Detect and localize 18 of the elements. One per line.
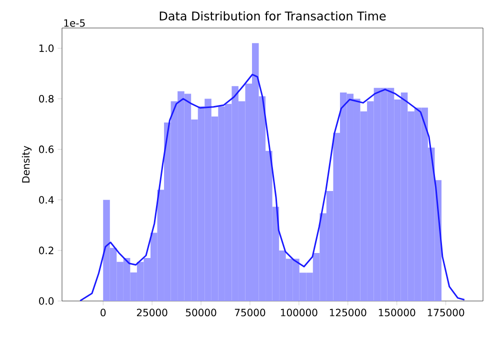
x-tick-label: 125000 xyxy=(330,308,366,316)
line-series xyxy=(79,74,466,301)
x-tick-label: 100000 xyxy=(281,308,318,316)
y-tick-label: 1.0 xyxy=(39,44,54,52)
x-tick-label: 25000 xyxy=(136,308,168,316)
y-axis-title: Density xyxy=(22,146,32,182)
x-tick-label: 75000 xyxy=(234,308,266,316)
y-tick-label: 0.0 xyxy=(39,297,54,305)
x-tick-label: 150000 xyxy=(378,308,416,316)
x-tick-label: 175000 xyxy=(428,308,464,316)
chart-title: Data Distribution for Transaction Time xyxy=(160,11,386,20)
x-tick-label: 0 xyxy=(100,308,106,316)
y-tick-label: 0.6 xyxy=(39,146,54,154)
y-tick-label: 0.2 xyxy=(39,246,54,254)
x-tick-label: 50000 xyxy=(186,308,216,316)
text: 1e-5 xyxy=(64,19,85,27)
y-tick-label: 0.8 xyxy=(39,94,54,103)
y-tick-label: 0.4 xyxy=(39,196,54,204)
